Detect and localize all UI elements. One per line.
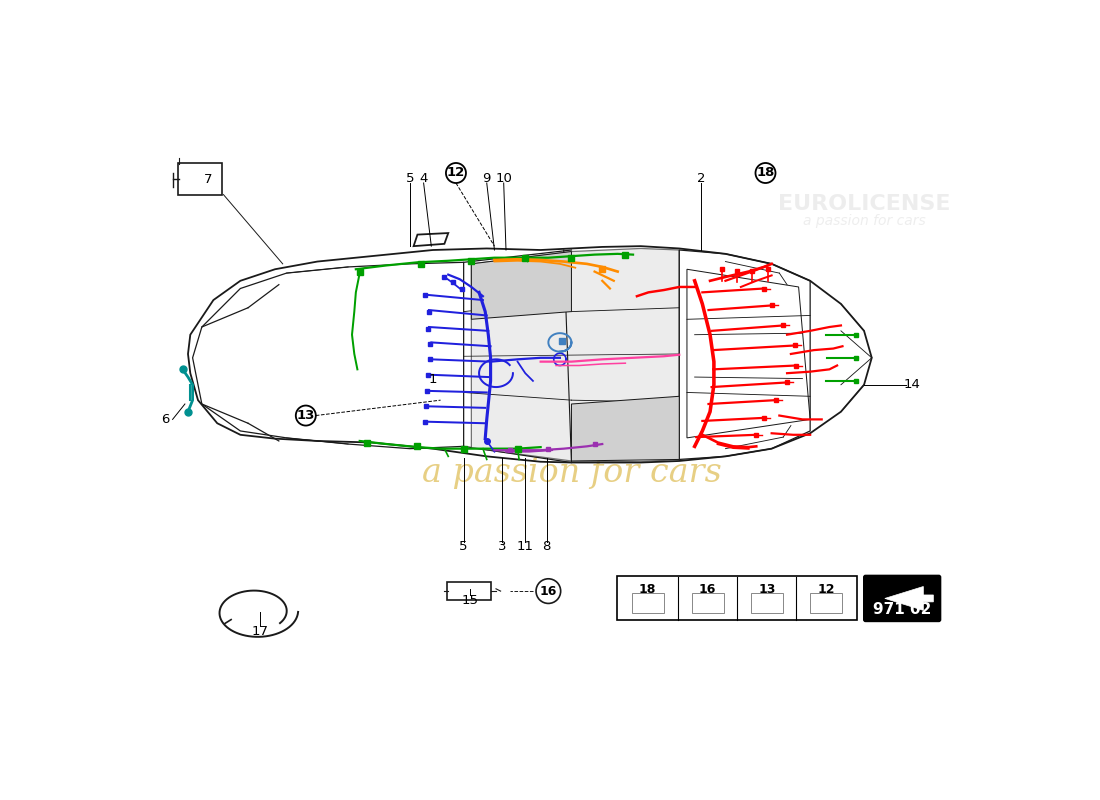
Text: 13: 13 xyxy=(297,409,315,422)
Polygon shape xyxy=(572,396,680,461)
Text: 9: 9 xyxy=(483,172,491,185)
Text: 8: 8 xyxy=(542,540,551,553)
Polygon shape xyxy=(884,586,933,610)
FancyBboxPatch shape xyxy=(865,576,940,621)
Text: 16: 16 xyxy=(540,585,557,598)
Text: 17: 17 xyxy=(251,625,268,638)
Text: 5: 5 xyxy=(460,540,467,553)
Text: 15: 15 xyxy=(461,594,478,607)
Text: 2: 2 xyxy=(696,172,705,185)
Text: 12: 12 xyxy=(447,166,465,179)
Text: 10: 10 xyxy=(495,172,513,185)
Text: 971 02: 971 02 xyxy=(872,602,931,618)
Text: 18: 18 xyxy=(639,583,657,597)
Text: EUROLICENSE: EUROLICENSE xyxy=(778,194,950,214)
Text: 16: 16 xyxy=(700,583,716,597)
Text: 6: 6 xyxy=(161,413,169,426)
Text: 1: 1 xyxy=(429,373,437,386)
Text: 18: 18 xyxy=(757,166,774,179)
Text: 3: 3 xyxy=(498,540,506,553)
Polygon shape xyxy=(472,251,572,319)
Text: 11: 11 xyxy=(517,540,534,553)
Text: 4: 4 xyxy=(419,172,428,185)
Polygon shape xyxy=(472,249,680,462)
Text: a passion for cars: a passion for cars xyxy=(421,458,722,490)
Text: 13: 13 xyxy=(758,583,776,597)
Text: a passion for cars: a passion for cars xyxy=(803,214,925,228)
Text: 5: 5 xyxy=(406,172,414,185)
Text: 7: 7 xyxy=(204,173,212,186)
Text: 12: 12 xyxy=(817,583,835,597)
Text: 14: 14 xyxy=(903,378,921,391)
